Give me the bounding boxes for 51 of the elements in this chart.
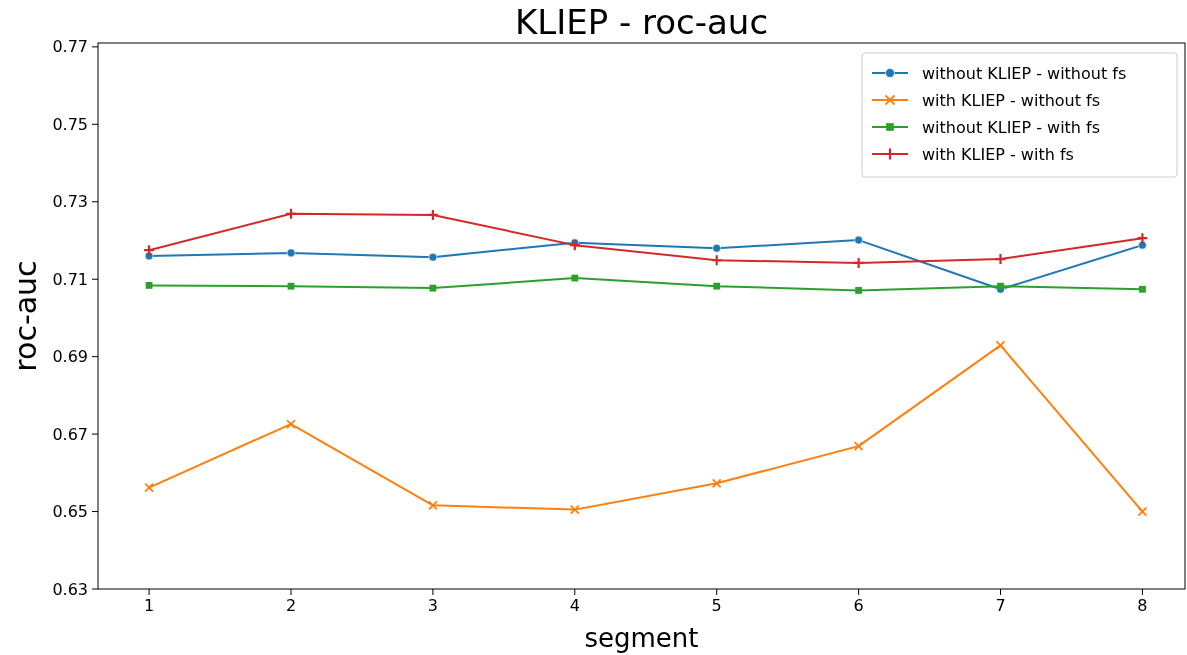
y-tick-label: 0.71 — [52, 269, 88, 289]
point — [428, 252, 438, 262]
point — [142, 244, 156, 257]
point — [286, 419, 296, 429]
point — [144, 482, 154, 493]
point — [855, 287, 863, 294]
legend-label: without KLIEP - with fs — [922, 117, 1101, 137]
x-tick-label: 4 — [569, 596, 580, 615]
y-tick-label: 0.69 — [52, 347, 88, 367]
point — [1137, 506, 1148, 517]
point — [994, 252, 1007, 266]
chart-title: KLIEP - roc-auc — [514, 2, 769, 42]
y-tick-label: 0.75 — [52, 114, 88, 134]
point — [1136, 232, 1149, 245]
x-tick-label: 8 — [1137, 596, 1148, 615]
point — [287, 282, 295, 290]
x-axis-title: segment — [584, 623, 699, 653]
point — [712, 243, 722, 253]
point — [426, 208, 439, 222]
legend-label: with KLIEP - with fs — [922, 144, 1074, 164]
point — [569, 504, 580, 515]
point — [568, 239, 581, 252]
point — [852, 256, 865, 270]
x-tick-label: 7 — [995, 596, 1006, 615]
point — [995, 340, 1006, 351]
y-tick-label: 0.67 — [52, 424, 88, 444]
point — [713, 282, 721, 290]
point — [286, 248, 296, 258]
x-tick-label: 3 — [427, 596, 438, 615]
point — [997, 282, 1004, 290]
point — [428, 500, 438, 511]
y-tick-label: 0.73 — [52, 192, 88, 212]
y-tick-label: 0.77 — [52, 37, 88, 57]
y-tick-label: 0.65 — [52, 502, 88, 522]
y-tick-label: 0.63 — [52, 579, 88, 599]
point — [854, 235, 863, 245]
legend-label: without KLIEP - without fs — [922, 63, 1127, 83]
x-tick-label: 5 — [711, 596, 722, 615]
point — [710, 254, 723, 267]
point — [853, 441, 864, 452]
point — [145, 282, 153, 289]
x-tick-label: 6 — [853, 596, 864, 615]
point — [571, 274, 579, 282]
point — [711, 478, 722, 489]
x-tick-label: 2 — [285, 596, 297, 615]
point — [1139, 285, 1146, 293]
point — [429, 284, 437, 292]
x-tick-label: 1 — [143, 596, 155, 615]
legend-label: with KLIEP - without fs — [922, 90, 1101, 110]
y-axis-title: roc-auc — [8, 260, 43, 372]
point — [284, 207, 298, 220]
